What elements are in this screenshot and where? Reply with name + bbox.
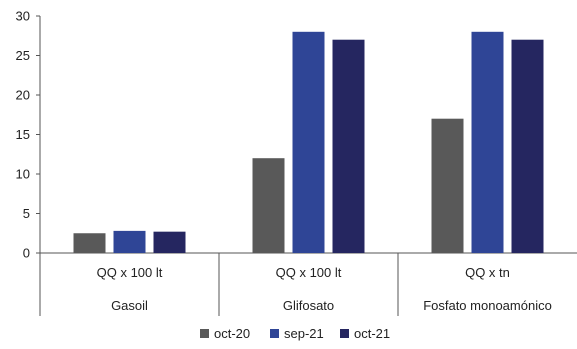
legend-label: oct-20 [214, 326, 250, 341]
y-tick-label: 10 [16, 167, 30, 182]
y-axis: 0 5 10 15 20 25 30 [16, 9, 41, 261]
x-axis: QQ x 100 lt Gasoil QQ x 100 lt Glifosato QQ … [39, 252, 577, 316]
legend: oct-20 sep-21 oct-21 [200, 326, 390, 341]
bar-oct-20-glifosato [252, 158, 285, 253]
legend-swatch [340, 329, 349, 338]
bar-sep-21-glifosato [292, 31, 325, 253]
category-name-label: Gasoil [111, 298, 148, 313]
bars [73, 31, 544, 254]
category-name-label: Fosfato monoamónico [423, 298, 552, 313]
y-tick-label: 30 [16, 9, 30, 24]
category-unit-label: QQ x tn [465, 265, 510, 280]
y-tick-label: 15 [16, 127, 30, 142]
category-name-label: Glifosato [283, 298, 334, 313]
bar-oct-20-gasoil [73, 233, 106, 253]
legend-swatch [270, 329, 279, 338]
bar-oct-21-fosfato-monoamónico [511, 39, 544, 254]
bar-oct-21-glifosato [332, 39, 365, 254]
bar-oct-20-fosfato-monoamónico [431, 118, 464, 253]
category-unit-label: QQ x 100 lt [97, 265, 163, 280]
bar-sep-21-gasoil [113, 230, 146, 253]
legend-label: sep-21 [284, 326, 324, 341]
bar-sep-21-fosfato-monoamónico [471, 31, 504, 253]
legend-label: oct-21 [354, 326, 390, 341]
bar-oct-21-gasoil [153, 231, 186, 253]
y-tick-label: 0 [23, 246, 30, 261]
category-unit-label: QQ x 100 lt [276, 265, 342, 280]
y-tick-label: 20 [16, 88, 30, 103]
y-tick-label: 5 [23, 206, 30, 221]
legend-swatch [200, 329, 209, 338]
y-tick-label: 25 [16, 48, 30, 63]
